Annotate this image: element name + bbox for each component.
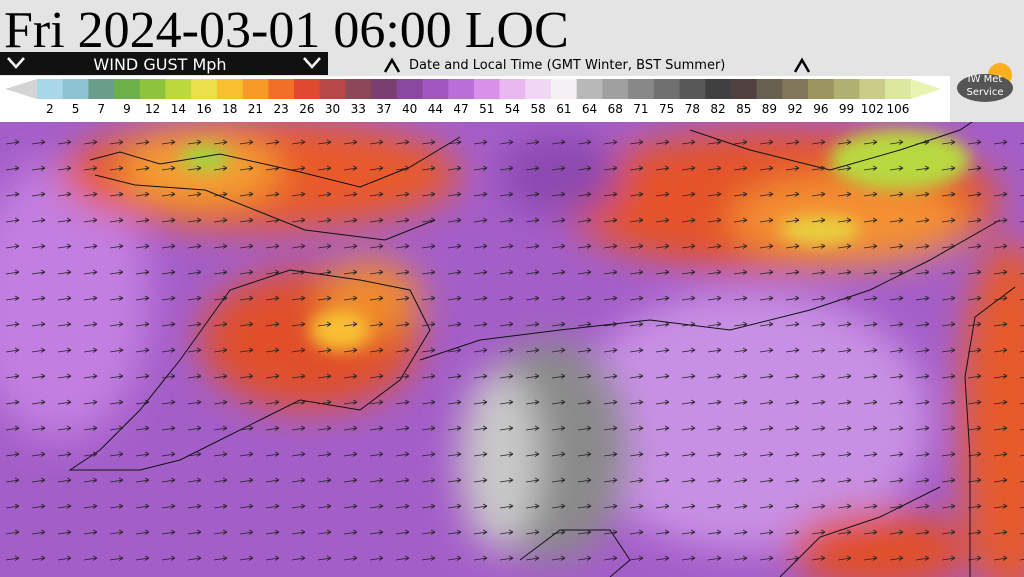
legend-swatch [653, 79, 680, 99]
legend-label: 92 [788, 102, 803, 116]
legend-swatch [705, 79, 732, 99]
chevron[interactable] [793, 57, 811, 73]
logo: IW Met Service [957, 63, 1013, 102]
wind-arrows [0, 122, 1024, 577]
legend-label: 71 [633, 102, 648, 116]
legend-label: 75 [659, 102, 674, 116]
legend-swatch [165, 79, 192, 99]
chevron[interactable] [303, 57, 321, 69]
legend-label: 30 [325, 102, 340, 116]
legend-swatch [319, 79, 346, 99]
legend-swatch [268, 79, 295, 99]
legend-label: 9 [123, 102, 131, 116]
legend-label: 106 [886, 102, 909, 116]
legend-label: 68 [608, 102, 623, 116]
legend-swatch [345, 79, 372, 99]
legend-swatch [679, 79, 706, 99]
legend-label: 102 [861, 102, 884, 116]
legend-swatch [216, 79, 244, 99]
legend-label: 47 [453, 102, 468, 116]
legend-swatch [114, 79, 141, 99]
legend-label: 85 [736, 102, 751, 116]
legend-label: 96 [813, 102, 828, 116]
legend-swatch [191, 79, 218, 99]
legend-end [5, 79, 37, 99]
legend-label: 64 [582, 102, 597, 116]
legend: 2 5 7 9 12 14 16 18 21 23 26 30 33 37 40 44 47 51 54 58 61 64… [5, 79, 941, 116]
chevron[interactable] [383, 57, 401, 73]
time-note: Date and Local Time (GMT Winter, BST Sum… [409, 58, 725, 73]
legend-swatch [499, 79, 526, 99]
legend-swatch [88, 79, 115, 99]
legend-swatch [859, 79, 886, 99]
legend-label: 99 [839, 102, 854, 116]
legend-label: 23 [274, 102, 289, 116]
variable-label: WIND GUST Mph [93, 55, 226, 74]
legend-swatch [756, 79, 783, 99]
legend-label: 54 [505, 102, 520, 116]
legend-swatch [294, 79, 321, 99]
legend-swatch [782, 79, 809, 99]
legend-label: 21 [248, 102, 263, 116]
legend-swatch [371, 79, 398, 99]
legend-label: 51 [479, 102, 494, 116]
legend-end [910, 79, 941, 99]
legend-label: 12 [145, 102, 160, 116]
logo-text: Service [967, 87, 1004, 98]
legend-swatch [833, 79, 860, 99]
legend-label: 44 [428, 102, 443, 116]
logo-text: IW Met [968, 74, 1003, 85]
legend-swatch [885, 79, 912, 99]
legend-swatch [808, 79, 835, 99]
legend-label: 16 [196, 102, 211, 116]
legend-swatch [422, 79, 449, 99]
legend-label: 14 [171, 102, 186, 116]
legend-swatch [628, 79, 655, 99]
chevron[interactable] [7, 57, 25, 69]
legend-swatch [473, 79, 501, 99]
legend-label: 7 [97, 102, 105, 116]
legend-label: 61 [556, 102, 571, 116]
legend-label: 2 [46, 102, 54, 116]
variable-selector[interactable] [0, 52, 328, 75]
legend-swatch [525, 79, 552, 99]
legend-label: 82 [710, 102, 725, 116]
legend-swatch [242, 79, 269, 99]
legend-swatch [37, 79, 64, 99]
legend-swatch [576, 79, 603, 99]
legend-swatch [730, 79, 758, 99]
legend-swatch [396, 79, 423, 99]
legend-label: 5 [72, 102, 80, 116]
legend-label: 26 [299, 102, 314, 116]
legend-swatch [448, 79, 475, 99]
legend-label: 40 [402, 102, 417, 116]
legend-swatch [139, 79, 166, 99]
legend-label: 33 [351, 102, 366, 116]
legend-label: 37 [376, 102, 391, 116]
legend-swatch [551, 79, 578, 99]
legend-label: 18 [222, 102, 237, 116]
legend-label: 78 [685, 102, 700, 116]
legend-swatch [602, 79, 629, 99]
legend-label: 58 [531, 102, 546, 116]
legend-swatch [62, 79, 89, 99]
title: Fri 2024-03-01 06:00 LOC [4, 2, 569, 59]
map [0, 122, 1024, 577]
legend-label: 89 [762, 102, 777, 116]
